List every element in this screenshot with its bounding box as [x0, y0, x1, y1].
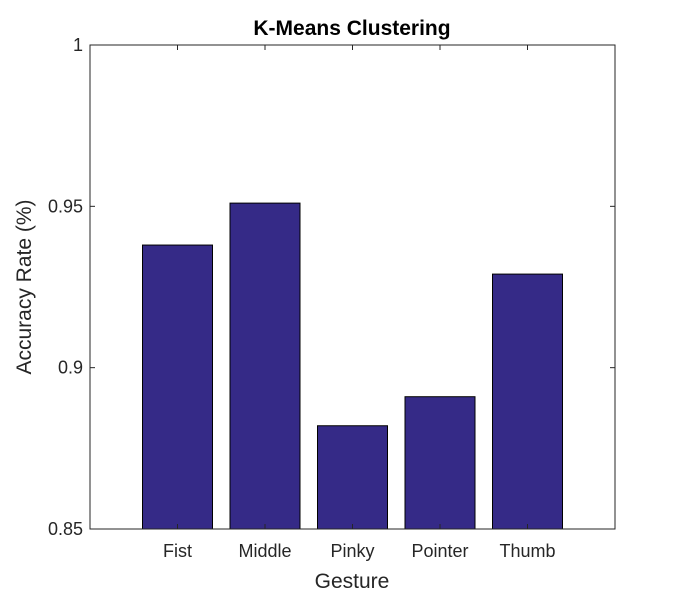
x-tick-label-pointer: Pointer	[411, 541, 468, 561]
x-tick-label-pinky: Pinky	[330, 541, 374, 561]
y-tick-label: 1	[73, 35, 83, 55]
bar-pinky	[317, 425, 388, 530]
x-ticks-group: Fist Middle Pinky Pointer Thumb	[163, 45, 556, 561]
y-ticks-group: 0.85 0.9 0.95 1	[48, 35, 615, 539]
x-axis-label: Gesture	[315, 570, 390, 593]
bar-fist	[142, 244, 213, 530]
x-tick-label-thumb: Thumb	[499, 541, 555, 561]
bar-pointer	[404, 396, 476, 530]
y-tick-label: 0.95	[48, 196, 83, 216]
x-tick-label-middle: Middle	[238, 541, 291, 561]
x-tick-label-fist: Fist	[163, 541, 192, 561]
y-tick-label: 0.85	[48, 519, 83, 539]
bar-thumb	[492, 273, 563, 530]
chart-title: K-Means Clustering	[253, 17, 450, 40]
y-axis-label: Accuracy Rate (%)	[13, 199, 36, 374]
bar-middle	[229, 202, 301, 530]
y-tick-label: 0.9	[58, 358, 83, 378]
bars-group	[142, 202, 563, 530]
